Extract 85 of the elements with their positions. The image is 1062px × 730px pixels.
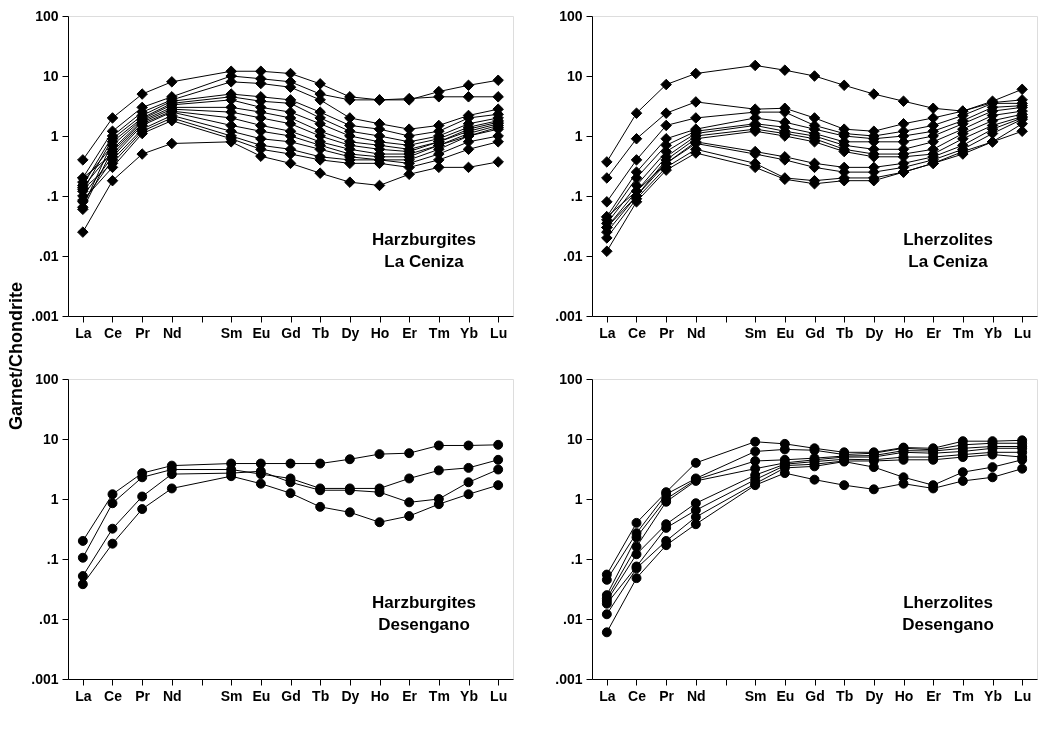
x-tick-label: Nd	[163, 324, 182, 341]
x-tick-label: Gd	[805, 687, 825, 704]
x-tick-label: Er	[926, 687, 942, 704]
y-tick-label: 1	[574, 490, 583, 507]
x-tick-label: Tb	[836, 687, 854, 704]
x-tick-label: La	[75, 324, 92, 341]
x-tick-label: Ce	[628, 324, 647, 341]
annotation: Harzburgites Desengano	[372, 593, 476, 634]
x-tick-label: Ce	[104, 687, 123, 704]
y-tick-label: 10	[42, 430, 59, 447]
x-tick-label: Pr	[135, 687, 151, 704]
x-tick-label: Yb	[460, 324, 478, 341]
y-tick-label: 100	[35, 370, 59, 387]
x-tick-label: La	[599, 687, 616, 704]
x-tick-label: Yb	[460, 687, 478, 704]
x-tick-label: Er	[402, 687, 418, 704]
x-tick-label: Eu	[776, 687, 795, 704]
x-tick-label: Er	[402, 324, 418, 341]
x-tick-label: Gd	[805, 324, 825, 341]
x-tick-label: Sm	[220, 324, 243, 341]
x-tick-label: Ho	[894, 687, 914, 704]
y-tick-label: .1	[570, 550, 583, 567]
x-tick-label: Nd	[687, 687, 706, 704]
x-tick-label: Tb	[836, 324, 854, 341]
annotation: Harzburgites La Ceniza	[372, 230, 476, 271]
x-tick-label: Dy	[865, 687, 884, 704]
x-tick-label: Pr	[659, 324, 675, 341]
y-tick-label: .01	[563, 610, 583, 627]
x-tick-label: La	[75, 687, 92, 704]
y-tick-label: .01	[39, 247, 59, 264]
y-tick-label: .1	[46, 550, 59, 567]
x-tick-label: Lu	[490, 687, 508, 704]
x-tick-label: Ce	[104, 324, 123, 341]
y-tick-label: .001	[555, 307, 583, 324]
x-tick-label: La	[599, 324, 616, 341]
x-tick-label: Ho	[894, 324, 914, 341]
x-tick-label: Tb	[312, 324, 330, 341]
x-tick-label: Yb	[984, 324, 1002, 341]
x-tick-label: Tb	[312, 687, 330, 704]
y-tick-label: 1	[574, 127, 583, 144]
x-tick-label: Gd	[281, 324, 301, 341]
y-tick-label: 10	[42, 67, 59, 84]
x-tick-label: Pr	[135, 324, 151, 341]
x-tick-label: Lu	[1014, 324, 1032, 341]
annotation: Lherzolites La Ceniza	[903, 230, 993, 271]
y-tick-label: .1	[46, 187, 59, 204]
x-tick-label: Tm	[428, 324, 450, 341]
y-tick-label: .1	[570, 187, 583, 204]
x-tick-label: Eu	[252, 687, 271, 704]
x-tick-label: Ho	[370, 687, 390, 704]
x-tick-label: Tm	[952, 324, 974, 341]
y-tick-label: .01	[563, 247, 583, 264]
x-tick-label: Dy	[865, 324, 884, 341]
x-tick-label: Eu	[776, 324, 795, 341]
x-tick-label: Tm	[952, 687, 974, 704]
x-tick-label: Ho	[370, 324, 390, 341]
x-tick-label: Er	[926, 324, 942, 341]
annotation: Lherzolites Desengano	[902, 593, 994, 634]
x-tick-label: Dy	[341, 687, 360, 704]
y-tick-label: 100	[559, 7, 583, 24]
y-tick-label: 1	[50, 490, 59, 507]
y-tick-label: .001	[555, 670, 583, 687]
x-tick-label: Sm	[744, 324, 767, 341]
x-tick-label: Sm	[744, 687, 767, 704]
x-tick-label: Sm	[220, 687, 243, 704]
x-tick-label: Ce	[628, 687, 647, 704]
x-tick-label: Nd	[163, 687, 182, 704]
x-tick-label: Nd	[687, 324, 706, 341]
y-tick-label: 10	[566, 67, 583, 84]
y-tick-label: 100	[559, 370, 583, 387]
x-tick-label: Lu	[1014, 687, 1032, 704]
y-axis-title: Garnet/Chondrite	[6, 281, 27, 431]
x-tick-label: Gd	[281, 687, 301, 704]
x-tick-label: Dy	[341, 324, 360, 341]
x-tick-label: Tm	[428, 687, 450, 704]
y-tick-label: 10	[566, 430, 583, 447]
x-tick-label: Lu	[490, 324, 508, 341]
x-tick-label: Eu	[252, 324, 271, 341]
y-tick-label: 1	[50, 127, 59, 144]
y-tick-label: .001	[31, 670, 59, 687]
y-tick-label: .001	[31, 307, 59, 324]
y-tick-label: 100	[35, 7, 59, 24]
y-tick-label: .01	[39, 610, 59, 627]
x-tick-label: Pr	[659, 687, 675, 704]
x-tick-label: Yb	[984, 687, 1002, 704]
